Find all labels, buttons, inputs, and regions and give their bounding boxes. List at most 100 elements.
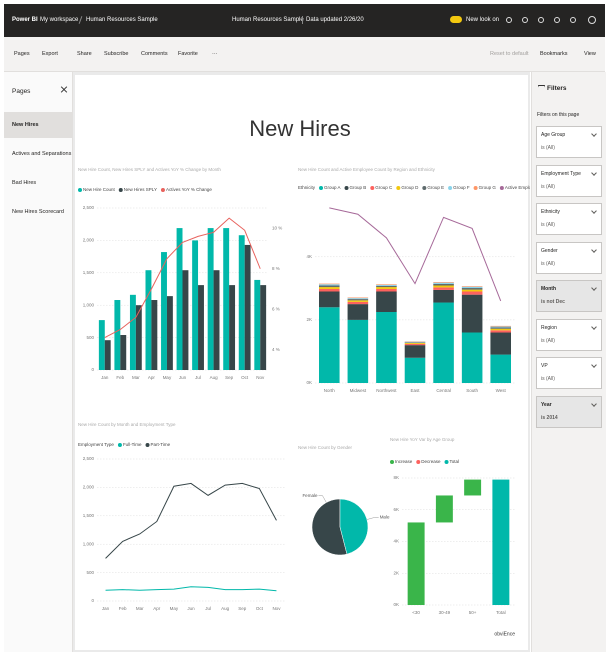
bar (376, 291, 397, 313)
bar (104, 340, 111, 370)
expand-chevron[interactable] (591, 362, 597, 368)
bar (182, 270, 189, 370)
bar (347, 304, 369, 320)
bar (347, 300, 369, 302)
breadcrumb[interactable]: My workspace (40, 17, 79, 23)
filter-card[interactable]: Employment Type is (All) (536, 164, 602, 197)
download-icon[interactable] (538, 17, 544, 23)
toolbar-button[interactable]: ··· (212, 51, 218, 57)
bar (433, 282, 454, 283)
bar (319, 285, 340, 288)
app-name[interactable]: Power BI (12, 17, 38, 23)
bar (319, 284, 340, 286)
legend-title: Employment Type (78, 442, 114, 447)
bar (376, 284, 397, 286)
filter-field: Month (541, 286, 556, 292)
legend-swatch (416, 460, 421, 464)
chart-title: New Hire Count and Active Employee Count… (298, 167, 436, 172)
report-canvas: New Hires obviEnce New Hire Count, New H… (73, 72, 552, 652)
header-bar: Power BI My workspace Human Resources Sa… (4, 4, 605, 37)
bar (347, 298, 369, 300)
x-tick-label: Total (496, 610, 506, 615)
toolbar-button[interactable]: Share (77, 51, 92, 57)
x-tick-label: Oct (256, 606, 264, 611)
y2-tick-label: 4 % (272, 347, 280, 352)
filter-condition: is (All) (541, 337, 555, 344)
toolbar-button[interactable]: View (584, 51, 596, 57)
x-tick-label: Jan (101, 375, 109, 380)
legend-label: Group E (427, 185, 444, 190)
y-tick-label: 4K (393, 539, 399, 544)
filter-card[interactable]: Gender is (All) (536, 241, 602, 274)
line-series (104, 217, 261, 339)
filter-card[interactable]: Region is (All) (536, 318, 602, 351)
leader-line (366, 517, 379, 520)
toggle[interactable] (450, 16, 462, 23)
bar (490, 326, 511, 328)
expand-chevron[interactable] (591, 169, 597, 176)
waterfall-bar (492, 479, 510, 605)
notifications-icon[interactable] (506, 17, 512, 23)
x-tick-label: Apr (148, 375, 156, 380)
filter-card[interactable]: Ethnicity is (All) (536, 203, 602, 235)
y-tick-label: 4K (306, 254, 312, 259)
bar (404, 342, 426, 344)
filters-pane: Filters Filters on this page Age Group is… (531, 72, 606, 652)
expand-chevron[interactable] (591, 400, 597, 407)
bar (404, 342, 426, 343)
legend-swatch (118, 188, 123, 192)
expand-chevron[interactable] (591, 208, 597, 214)
legend-label: New Hires SPLY (124, 187, 157, 192)
pie-slice (339, 498, 369, 555)
x-tick-label: Sep (225, 375, 234, 380)
filter-condition: is (All) (541, 183, 555, 190)
bar (347, 301, 369, 305)
filter-card[interactable]: Year is 2014 (536, 395, 602, 428)
page-tab[interactable]: New Hires Scorecard (12, 209, 64, 215)
breadcrumb[interactable]: Human Resources Sample (86, 17, 158, 23)
x-tick-label: Feb (116, 375, 124, 380)
page-tab[interactable]: New Hires (4, 112, 72, 138)
expand-chevron[interactable] (591, 246, 597, 253)
x-tick-label: Central (436, 388, 451, 393)
line-series (105, 482, 277, 559)
legend-label: Increase (395, 459, 413, 464)
filter-card[interactable]: Age Group is (All) (536, 126, 602, 158)
bar (319, 287, 340, 289)
bar (490, 325, 511, 327)
report-page: New Hires obviEnce New Hire Count, New H… (75, 75, 552, 650)
data-updated[interactable]: Data updated 2/26/20 (306, 17, 364, 23)
filter-card[interactable]: Month is not Dec (536, 280, 602, 312)
legend-title: Ethnicity (298, 185, 316, 190)
legend-swatch (390, 460, 394, 464)
toolbar-button[interactable]: Reset to default (490, 51, 529, 57)
toolbar-button[interactable]: Export (42, 51, 58, 57)
toolbar-button[interactable]: Comments (141, 51, 168, 57)
filter-card[interactable]: VP is (All) (536, 357, 602, 389)
bar (319, 291, 340, 308)
toolbar-button[interactable]: Favorite (178, 51, 198, 57)
expand-chevron[interactable] (591, 285, 597, 291)
expand-chevron[interactable] (591, 131, 597, 137)
page-tab[interactable]: Bad Hires (12, 180, 37, 186)
help-icon[interactable] (554, 17, 560, 23)
account-icon[interactable] (588, 16, 596, 24)
chart-title: New Hire YoY Var by Age Group (390, 437, 455, 442)
bar (433, 287, 454, 290)
title-separator (302, 16, 303, 24)
toolbar-button[interactable]: Bookmarks (540, 51, 568, 57)
toolbar-button[interactable]: Subscribe (104, 51, 129, 57)
breadcrumb-separator (78, 16, 83, 24)
toolbar-button[interactable]: Pages (14, 51, 30, 57)
legend-swatch (370, 186, 375, 190)
y-tick-label: 1,500 (83, 513, 95, 518)
feedback-icon[interactable] (570, 17, 576, 23)
x-tick-label: Nov (272, 606, 281, 611)
page-tab[interactable]: Actives and Separations (12, 151, 72, 157)
filter-field: Age Group (541, 132, 566, 138)
expand-chevron[interactable] (591, 323, 597, 330)
bar (176, 228, 183, 370)
settings-icon[interactable] (522, 17, 528, 23)
y-tick-label: 0 (91, 598, 94, 603)
bar (433, 282, 454, 284)
